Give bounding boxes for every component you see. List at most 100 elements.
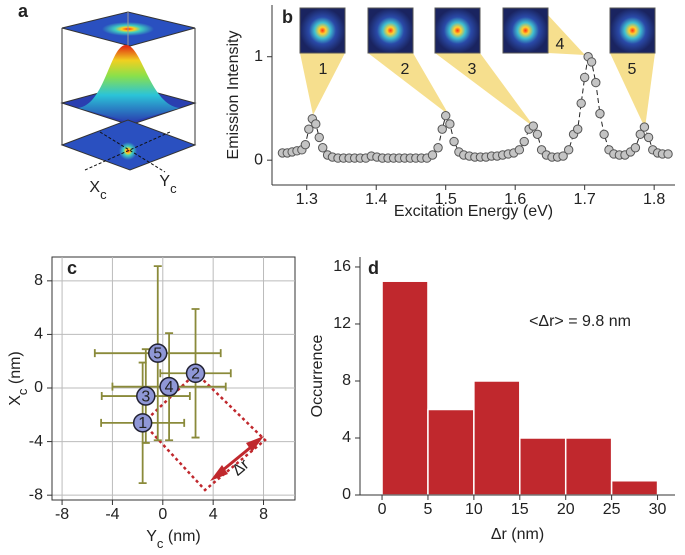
data-point — [318, 143, 328, 153]
data-point — [639, 122, 650, 132]
inset-pointer — [300, 53, 345, 115]
data-point — [591, 77, 601, 88]
y-tick-label: -8 — [29, 486, 43, 503]
x-tick-label: 10 — [465, 501, 483, 518]
data-point — [314, 132, 324, 143]
x-axis-label-part: (nm) — [163, 528, 200, 545]
data-point — [132, 413, 153, 433]
inset-pointer — [368, 53, 449, 115]
x-tick-label: 0 — [378, 501, 387, 518]
x-tick-label: 1.7 — [574, 191, 596, 208]
data-point — [643, 132, 654, 143]
data-point — [519, 136, 529, 147]
y-tick-label: 0 — [254, 151, 263, 168]
y-tick-label: 8 — [342, 372, 351, 389]
data-point — [441, 110, 451, 121]
x-tick-label: 1.8 — [643, 191, 665, 208]
data-point — [630, 143, 641, 153]
point-label: 1 — [138, 415, 147, 432]
data-point — [185, 363, 206, 384]
data-point — [433, 143, 443, 153]
x-tick-label: -4 — [105, 506, 119, 523]
x-tick-label: 30 — [649, 501, 667, 518]
panel-label: a — [18, 1, 29, 21]
y-tick-label: 1 — [254, 48, 263, 65]
inset-label: 5 — [628, 61, 637, 78]
panel-a-illustration — [60, 11, 197, 173]
inset-pointer — [610, 53, 655, 128]
x-axis-label-part: c — [157, 536, 164, 551]
point-label: 2 — [191, 365, 200, 382]
data-point — [595, 108, 605, 119]
y-axis-label-part: (nm) — [7, 351, 24, 388]
y-axis-label: Xc (nm) — [7, 351, 30, 406]
x-axis-label: Δr (nm) — [491, 526, 544, 543]
x-tick-label: 8 — [259, 506, 268, 523]
y-tick-label: 0 — [342, 486, 351, 503]
inset-pointer — [548, 15, 585, 55]
x-axis-label: Excitation Energy (eV) — [394, 203, 553, 220]
bar — [381, 280, 429, 496]
data-point — [558, 151, 568, 161]
dr-arrowhead — [246, 436, 264, 452]
x-tick-label: 4 — [209, 506, 218, 523]
data-point — [445, 119, 455, 129]
inset-pointer — [435, 53, 535, 128]
data-point — [586, 57, 597, 67]
data-point — [311, 119, 321, 129]
bar — [519, 437, 567, 496]
data-point — [599, 129, 609, 140]
data-point — [427, 150, 438, 160]
data-point — [300, 139, 311, 150]
y-axis-label: Occurrence — [309, 335, 326, 418]
point-label: 3 — [141, 388, 150, 405]
x-axis-label-part: Y — [146, 528, 157, 545]
x-tick-label: 1.4 — [365, 191, 387, 208]
data-point — [449, 136, 459, 147]
data-point — [532, 129, 543, 140]
axis-label-part: X — [89, 179, 100, 196]
data-point — [159, 376, 179, 397]
data-point — [635, 129, 645, 140]
inset-image — [299, 7, 346, 54]
data-point — [573, 124, 583, 134]
point-label: 4 — [165, 379, 174, 396]
data-point — [136, 386, 156, 406]
annotation: Δr — [229, 456, 253, 480]
data-point — [663, 149, 673, 159]
axis-label-part: c — [100, 187, 107, 202]
y-axis-label-part: c — [15, 388, 30, 395]
gaussian-peak — [78, 45, 180, 122]
y-tick-label: 12 — [333, 315, 351, 332]
bar — [427, 408, 475, 496]
point-label: 5 — [153, 345, 162, 362]
data-point — [437, 124, 447, 134]
axis-label-part: c — [170, 181, 177, 196]
data-point — [563, 145, 574, 155]
panel-label: b — [282, 7, 293, 27]
inset-label: 4 — [556, 36, 565, 53]
axis-label: Xc — [89, 179, 107, 202]
inset-label: 3 — [468, 61, 477, 78]
axis-label-part: Y — [159, 173, 170, 190]
x-tick-label: 1.3 — [296, 191, 318, 208]
data-point — [304, 124, 314, 134]
y-tick-label: 8 — [34, 272, 43, 289]
y-tick-label: 4 — [34, 326, 43, 343]
y-axis-label-part: X — [7, 395, 24, 406]
y-tick-label: 16 — [333, 258, 351, 275]
y-axis-label: Emission Intensity — [225, 31, 242, 160]
y-tick-label: -4 — [29, 433, 43, 450]
data-point — [148, 343, 168, 363]
x-tick-label: 5 — [424, 501, 433, 518]
y-tick-label: 0 — [34, 379, 43, 396]
data-point — [528, 121, 538, 131]
bar — [564, 437, 613, 496]
panel-label: d — [368, 258, 379, 278]
data-point — [579, 72, 590, 83]
inset-label: 2 — [401, 61, 410, 78]
x-tick-label: 20 — [557, 501, 575, 518]
inset-label: 1 — [319, 61, 328, 78]
panel-label: c — [67, 258, 77, 278]
